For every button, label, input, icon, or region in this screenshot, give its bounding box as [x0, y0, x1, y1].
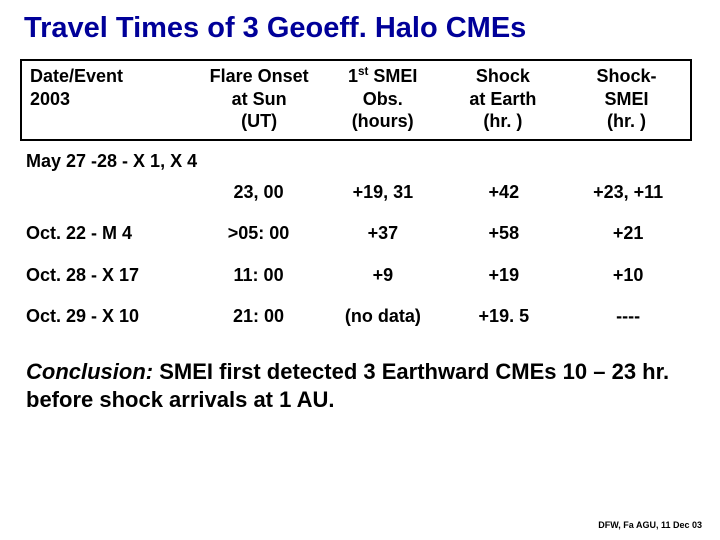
cell-event: Oct. 29 - X 10: [20, 296, 195, 338]
conclusion-text: Conclusion: SMEI first detected 3 Earthw…: [26, 358, 692, 415]
cell-smei: (no data): [322, 296, 443, 338]
cell-earth: +42: [443, 172, 564, 214]
cell-smei: +19, 31: [322, 172, 443, 214]
cell-smei: +37: [322, 213, 443, 255]
cell-diff: +10: [564, 255, 692, 297]
table-row: Oct. 22 - M 4 >05: 00 +37 +58 +21: [20, 213, 692, 255]
cell-event: Oct. 22 - M 4: [20, 213, 195, 255]
table-row: Oct. 28 - X 17 11: 00 +9 +19 +10: [20, 255, 692, 297]
cell-earth: +58: [443, 213, 564, 255]
cell-flare: >05: 00: [195, 213, 323, 255]
table-row: 23, 00 +19, 31 +42 +23, +11: [20, 172, 692, 214]
col-header-flare: Flare Onset at Sun (UT): [196, 61, 323, 139]
group-label: May 27 -28 - X 1, X 4: [20, 145, 692, 172]
cell-smei: +9: [322, 255, 443, 297]
cell-event: Oct. 28 - X 17: [20, 255, 195, 297]
cell-flare: 23, 00: [195, 172, 323, 214]
table-header-row: Date/Event 2003 Flare Onset at Sun (UT) …: [22, 61, 690, 139]
data-table: Date/Event 2003 Flare Onset at Sun (UT) …: [22, 61, 690, 139]
cell-flare: 21: 00: [195, 296, 323, 338]
cell-event: [20, 172, 195, 214]
cell-earth: +19: [443, 255, 564, 297]
col-header-event: Date/Event 2003: [22, 61, 196, 139]
col-header-earth: Shock at Earth (hr. ): [443, 61, 563, 139]
cell-diff: ----: [564, 296, 692, 338]
col-header-diff: Shock- SMEI (hr. ): [563, 61, 690, 139]
conclusion-label: Conclusion:: [26, 359, 153, 384]
slide-footer: DFW, Fa AGU, 11 Dec 03: [598, 520, 702, 530]
cell-flare: 11: 00: [195, 255, 323, 297]
table-row: Oct. 29 - X 10 21: 00 (no data) +19. 5 -…: [20, 296, 692, 338]
group-label-row: May 27 -28 - X 1, X 4: [20, 145, 692, 172]
cell-diff: +21: [564, 213, 692, 255]
data-table-body: May 27 -28 - X 1, X 4 23, 00 +19, 31 +42…: [20, 145, 692, 338]
data-table-container: Date/Event 2003 Flare Onset at Sun (UT) …: [20, 59, 692, 141]
slide-title: Travel Times of 3 Geoeff. Halo CMEs: [24, 12, 700, 45]
cell-earth: +19. 5: [443, 296, 564, 338]
cell-diff: +23, +11: [564, 172, 692, 214]
col-header-smei: 1st SMEI Obs. (hours): [323, 61, 443, 139]
